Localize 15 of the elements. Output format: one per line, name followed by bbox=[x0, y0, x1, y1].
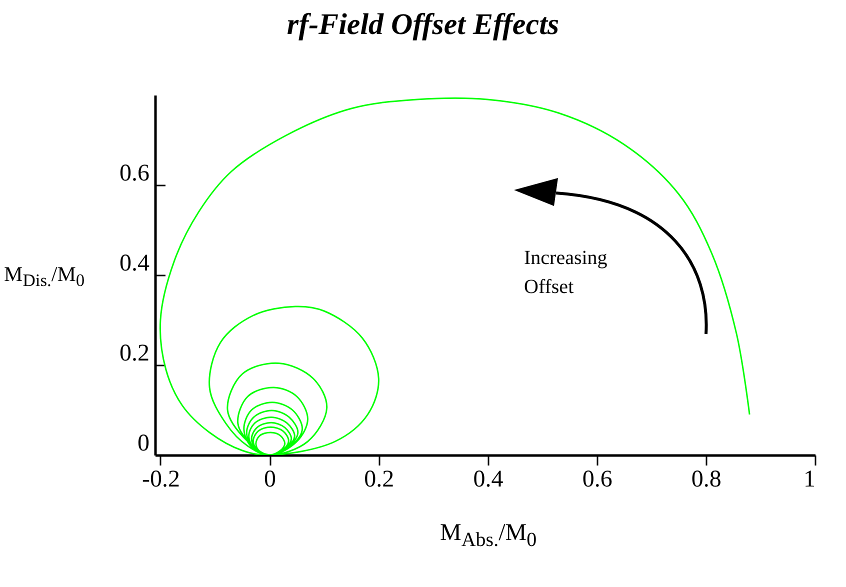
y-tick-label: 0.4 bbox=[120, 250, 150, 276]
x-tick-label: 0 bbox=[264, 466, 276, 492]
y-tick-label: 0.2 bbox=[120, 340, 150, 366]
x-tick-label: -0.2 bbox=[142, 466, 180, 492]
x-tick-label: 1 bbox=[804, 466, 816, 492]
y-tick-label: 0 bbox=[138, 430, 150, 456]
x-tick-label: 0.6 bbox=[582, 466, 612, 492]
x-axis-title: M$_{Abs.}$/M$_{0}$ bbox=[440, 520, 537, 552]
annotation: Increasing Offset bbox=[524, 246, 608, 300]
y-tick-label: 0.6 bbox=[120, 160, 150, 186]
x-tick-label: 0.2 bbox=[364, 466, 394, 492]
y-axis-title: M$_{Dis.}$/M$_{0}$ bbox=[4, 262, 85, 292]
x-tick-label: 0.8 bbox=[691, 466, 722, 492]
chart-title: rf-Field Offset Effects bbox=[286, 8, 560, 42]
x-tick-label: 0.4 bbox=[473, 466, 504, 492]
